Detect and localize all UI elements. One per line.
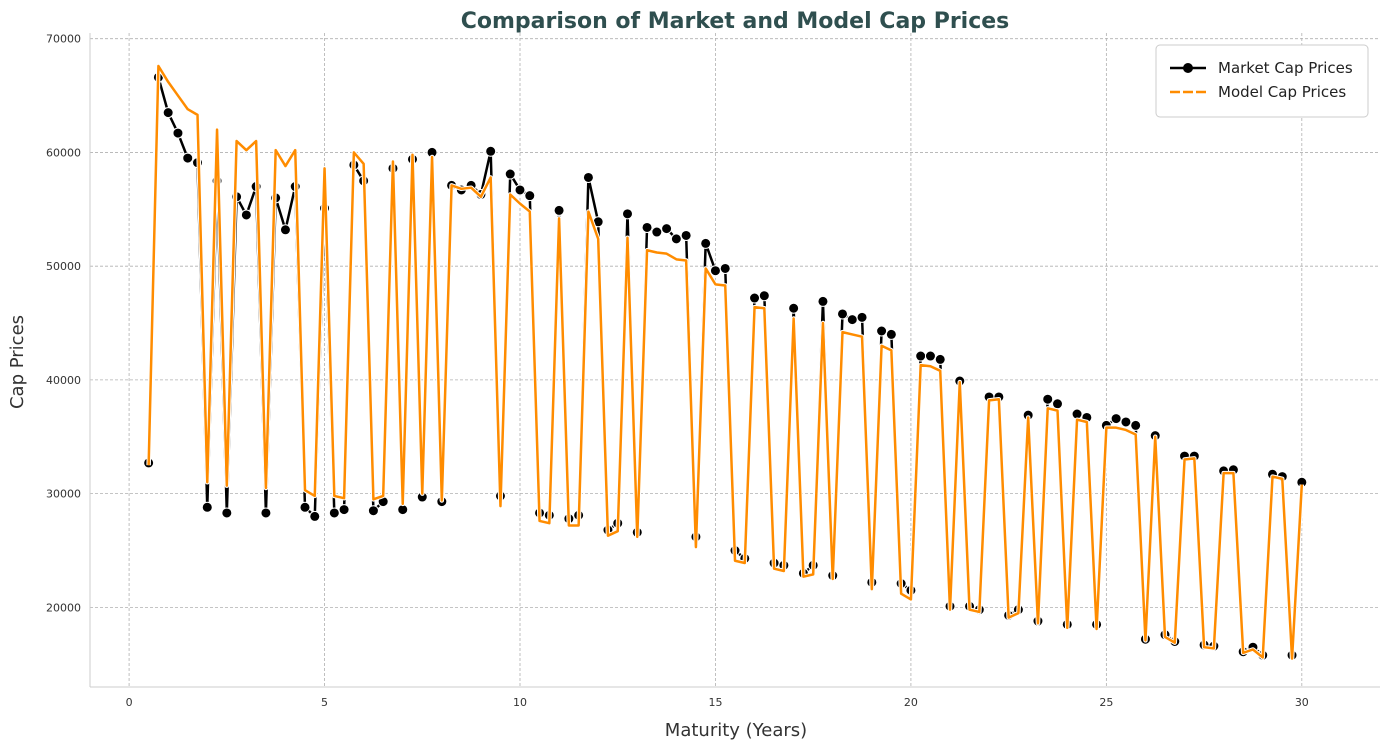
market-cap-point <box>504 168 516 180</box>
y-tick-label: 60000 <box>46 146 81 159</box>
market-cap-point <box>641 221 653 233</box>
market-cap-point <box>749 292 761 304</box>
x-axis-label: Maturity (Years) <box>665 720 807 741</box>
market-cap-point <box>1110 413 1122 425</box>
market-cap-point <box>553 204 565 216</box>
market-cap-point <box>622 208 633 220</box>
market-cap-point <box>915 350 927 362</box>
market-cap-point <box>260 507 272 519</box>
market-cap-point <box>172 127 184 139</box>
market-cap-point <box>885 328 897 340</box>
market-cap-point <box>201 501 213 513</box>
market-cap-point <box>162 107 174 119</box>
market-cap-point <box>1052 398 1063 410</box>
market-cap-point <box>817 295 829 307</box>
legend-market-marker <box>1183 63 1193 73</box>
market-cap-point <box>514 184 526 196</box>
x-tick-label: 5 <box>321 696 328 709</box>
market-cap-point <box>1130 419 1142 431</box>
market-cap-point <box>700 237 712 249</box>
market-cap-point <box>582 171 594 183</box>
market-cap-point <box>651 226 663 238</box>
market-cap-point <box>309 510 321 522</box>
y-tick-label: 50000 <box>46 260 81 273</box>
x-tick-label: 0 <box>126 696 133 709</box>
x-tick-label: 10 <box>513 696 527 709</box>
y-tick-label: 70000 <box>46 33 81 46</box>
y-tick-label: 30000 <box>46 488 81 501</box>
y-axis-label: Cap Prices <box>7 315 28 409</box>
market-cap-point <box>709 265 721 277</box>
market-cap-point <box>367 505 379 517</box>
x-tick-label: 30 <box>1295 696 1309 709</box>
x-tick-label: 25 <box>1099 696 1113 709</box>
market-cap-point <box>240 209 252 221</box>
series <box>143 63 1308 661</box>
market-cap-point <box>279 224 291 236</box>
market-cap-point <box>221 507 233 519</box>
legend-market-label: Market Cap Prices <box>1218 59 1353 77</box>
legend: Market Cap Prices Model Cap Prices <box>1155 44 1369 118</box>
market-cap-point <box>788 302 800 314</box>
model-cap-prices-line <box>147 64 1304 660</box>
market-cap-point <box>758 290 770 302</box>
market-cap-point <box>719 262 731 274</box>
market-cap-point <box>670 233 682 245</box>
market-cap-point <box>338 504 350 516</box>
market-cap-point <box>934 353 946 365</box>
y-tick-label: 40000 <box>46 374 81 387</box>
x-tick-label: 20 <box>904 696 918 709</box>
market-cap-point <box>182 152 194 164</box>
market-cap-point <box>846 314 858 326</box>
market-cap-point <box>524 190 536 202</box>
market-cap-point <box>837 308 848 320</box>
market-cap-point <box>876 325 888 337</box>
market-cap-point <box>328 507 340 519</box>
market-cap-point <box>1042 393 1054 405</box>
market-cap-point <box>299 501 311 513</box>
grid <box>90 33 1380 687</box>
x-tick-label: 15 <box>708 696 722 709</box>
ticks: 0 5 10 15 20 25 30 20000 30000 40000 50000 60000 700… <box>46 33 1309 709</box>
market-cap-point <box>661 223 673 235</box>
chart-title: Comparison of Market and Model Cap Price… <box>461 9 1010 34</box>
legend-model-label: Model Cap Prices <box>1218 83 1346 101</box>
market-cap-point <box>924 350 936 362</box>
market-cap-point <box>680 229 692 241</box>
market-cap-point <box>856 311 868 323</box>
market-cap-point <box>485 145 497 157</box>
market-cap-point <box>1120 416 1132 428</box>
y-tick-label: 20000 <box>46 601 81 614</box>
legend-box <box>1155 44 1369 118</box>
